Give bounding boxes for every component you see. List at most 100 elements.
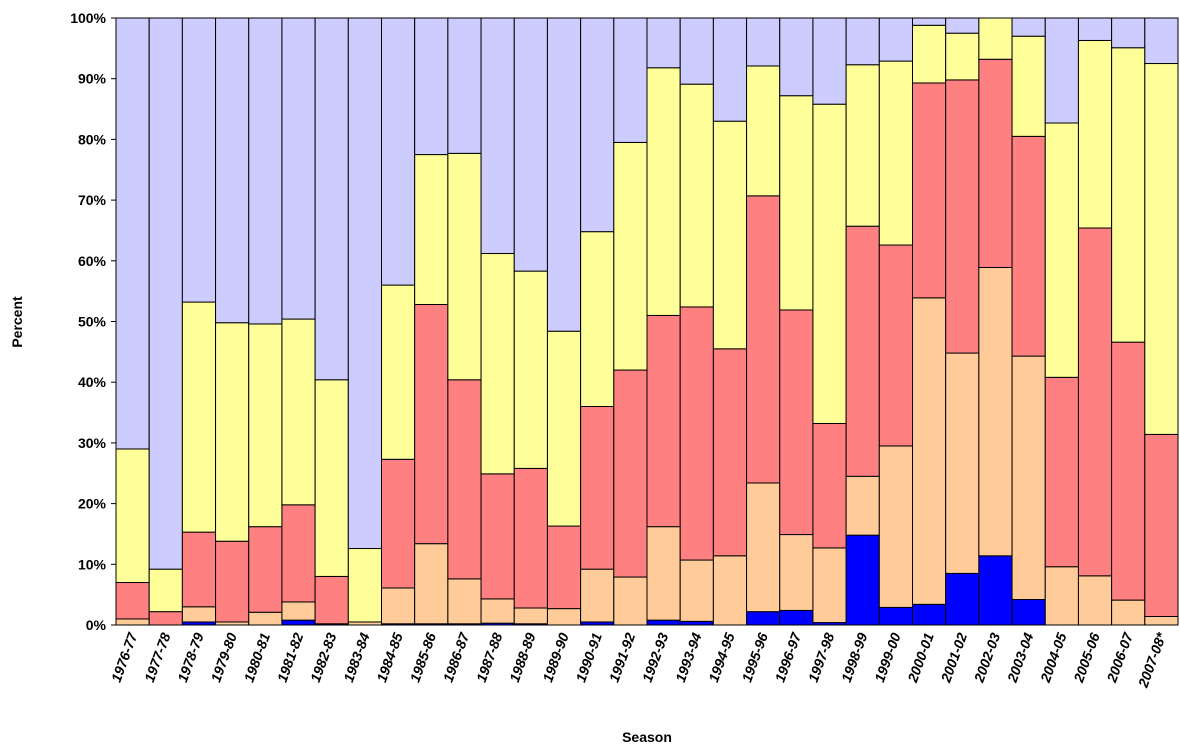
- bar-segment: [480, 253, 515, 475]
- bar-segment: [148, 17, 183, 570]
- bar-segment: [281, 17, 316, 320]
- bar-segment: [679, 306, 714, 561]
- bar-segment: [546, 608, 582, 626]
- bar-segment: [115, 448, 150, 584]
- bar-segment: [613, 576, 648, 626]
- bar-segment: [480, 473, 515, 600]
- bar-segment: [248, 526, 283, 613]
- bar-segment: [945, 32, 980, 81]
- bar-segment: [679, 17, 714, 85]
- bar-segment: [314, 379, 349, 577]
- bar-segment: [480, 17, 515, 255]
- bar-segment: [1011, 17, 1046, 37]
- bar-segment: [513, 17, 548, 272]
- bar-segment: [115, 618, 150, 626]
- bar-segment: [381, 284, 416, 460]
- bar-segment: [546, 525, 582, 610]
- bar-segment: [115, 582, 150, 620]
- bar-segment: [381, 587, 416, 625]
- bar-segment: [1044, 376, 1079, 568]
- bar-segment: [746, 611, 781, 626]
- y-tick-label: 90%: [78, 71, 107, 87]
- bar-segment: [712, 348, 748, 557]
- bar-segment: [281, 318, 316, 506]
- x-tick-label: 1992-93: [639, 630, 672, 684]
- x-tick-label: 1983-84: [340, 630, 373, 684]
- x-tick-label: 1979-80: [207, 630, 240, 684]
- y-tick-label: 60%: [78, 253, 107, 269]
- y-tick-label: 20%: [78, 496, 107, 512]
- bar-segment: [314, 575, 349, 625]
- y-tick-label: 70%: [78, 192, 107, 208]
- bar-segment: [580, 568, 615, 623]
- bar-segment: [912, 82, 947, 299]
- y-tick-label: 100%: [70, 10, 106, 26]
- bar-segment: [347, 548, 382, 623]
- x-tick-label: 1988-89: [506, 630, 539, 684]
- bar-segment: [945, 572, 980, 626]
- bar-segment: [679, 620, 714, 626]
- bar-segment: [381, 458, 416, 589]
- x-tick-label: 2000-01: [904, 630, 937, 685]
- bar-segment: [945, 79, 980, 354]
- bar-segment: [945, 352, 980, 574]
- bar-segment: [779, 609, 814, 626]
- bar-segment: [580, 405, 615, 570]
- bar-segment: [812, 547, 847, 624]
- bar-segment: [414, 543, 449, 625]
- bar-segment: [248, 17, 283, 325]
- bar-segment: [248, 323, 283, 528]
- bar-segment: [1044, 17, 1079, 124]
- bar-segment: [546, 330, 582, 527]
- bar-segment: [513, 467, 548, 609]
- bar-segment: [878, 445, 913, 608]
- bar-segment: [513, 270, 548, 469]
- x-tick-label: 2005-06: [1070, 630, 1103, 685]
- x-tick-label: 1994-95: [705, 630, 738, 684]
- bar-segment: [1111, 17, 1146, 49]
- x-tick-label: 2002-03: [970, 630, 1003, 685]
- bar-segment: [712, 17, 748, 122]
- bar-segment: [1044, 566, 1079, 626]
- bar-segment: [912, 297, 947, 605]
- bar-segment: [1077, 227, 1113, 577]
- bar-segment: [978, 58, 1013, 268]
- bar-segment: [878, 606, 913, 626]
- bar-segment: [646, 17, 681, 69]
- bar-segment: [447, 379, 482, 580]
- x-tick-label: 1982-83: [307, 630, 340, 684]
- bar-segment: [580, 231, 615, 407]
- bar-segment: [912, 17, 947, 26]
- bar-segment: [1077, 39, 1113, 229]
- bar-segment: [1011, 35, 1046, 137]
- bar-segment: [746, 65, 781, 197]
- x-tick-label: 1990-91: [572, 630, 605, 684]
- bar-segment: [181, 531, 217, 608]
- x-tick-label: 1986-87: [440, 629, 473, 684]
- bar-segment: [912, 24, 947, 84]
- x-tick-label: 1996-97: [772, 629, 805, 684]
- bar-segment: [1144, 63, 1179, 435]
- bar-segment: [215, 540, 250, 623]
- x-tick-label: 1985-86: [406, 630, 439, 684]
- bar-segment: [646, 619, 681, 626]
- bar-segment: [447, 152, 482, 381]
- bar-segment: [712, 120, 748, 350]
- bar-segment: [845, 225, 880, 477]
- bar-segment: [746, 17, 781, 67]
- bar-segment: [912, 603, 947, 626]
- x-tick-label: 1981-82: [274, 630, 307, 684]
- bar-segment: [679, 83, 714, 308]
- bar-segment: [1011, 599, 1046, 626]
- x-tick-label: 2007-08*: [1134, 630, 1169, 690]
- bar-segment: [181, 606, 217, 623]
- x-tick-label: 1991-92: [606, 630, 639, 684]
- bar-segment: [447, 578, 482, 625]
- x-tick-label: 2006-07: [1103, 629, 1136, 685]
- x-tick-label: 2004-05: [1037, 630, 1070, 685]
- bar-segment: [381, 17, 416, 286]
- bar-segment: [513, 607, 548, 625]
- bar-segment: [1011, 135, 1046, 357]
